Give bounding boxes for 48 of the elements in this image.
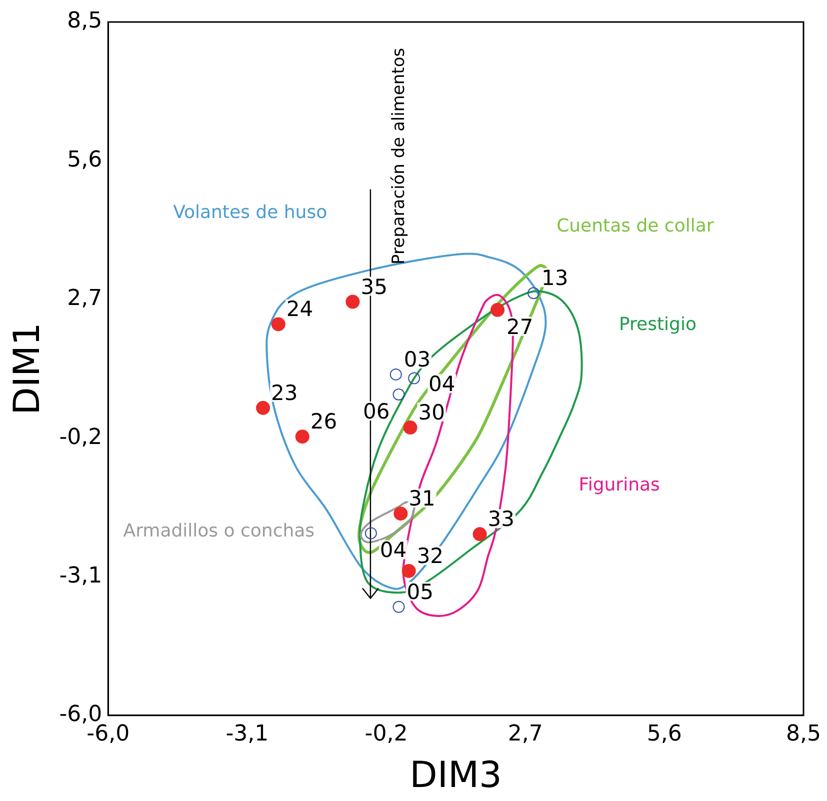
y-tick-label: 8,5 <box>67 8 102 34</box>
y-tick-label: 2,7 <box>67 286 102 312</box>
y-axis-title: DIM1 <box>6 322 48 415</box>
annotation: 13 <box>542 266 568 290</box>
x-tick-label: 8,5 <box>786 721 822 746</box>
point <box>408 372 420 384</box>
annotation: 06 <box>363 400 390 424</box>
annotation: 35 <box>360 274 388 299</box>
annotation: Volantes de huso <box>173 202 328 223</box>
x-tick-label: 2,7 <box>508 721 543 746</box>
annotation: 31 <box>408 486 436 511</box>
annotation: Preparación de alimentos <box>389 48 410 264</box>
y-tick-label: 5,6 <box>67 147 102 172</box>
annotation: 32 <box>416 544 444 568</box>
annotation: 24 <box>286 297 314 322</box>
x-axis-title: DIM3 <box>410 754 502 796</box>
annotation: Figurinas <box>578 474 660 496</box>
point <box>392 600 405 613</box>
x-tick-label: 5,6 <box>646 721 682 746</box>
annotation: 26 <box>310 410 338 434</box>
annotation: 23 <box>271 380 298 405</box>
point <box>390 368 402 380</box>
point <box>528 287 540 300</box>
annotation: 04 <box>428 372 456 396</box>
point <box>402 564 416 578</box>
point <box>295 430 310 444</box>
annotation: 27 <box>506 314 534 339</box>
annotation: Prestigio <box>618 314 696 335</box>
point <box>364 527 377 540</box>
annotation: 33 <box>488 507 515 532</box>
point <box>392 388 405 401</box>
annotation: Armadillos o conchas <box>123 520 315 542</box>
x-tick-label: -3,1 <box>226 721 269 746</box>
point <box>256 400 270 415</box>
y-tick-label: -3,1 <box>59 563 102 588</box>
annotation: 03 <box>404 347 431 372</box>
point <box>472 527 487 542</box>
annotation: 05 <box>406 580 434 604</box>
annotation: 04 <box>380 538 407 562</box>
annotation: Cuentas de collar <box>556 215 714 236</box>
point <box>394 506 408 521</box>
point <box>403 420 418 435</box>
point <box>271 317 286 332</box>
x-tick-label: -0,2 <box>364 721 408 746</box>
y-tick-label: -0,2 <box>59 424 102 450</box>
point <box>490 302 505 317</box>
point <box>346 294 360 309</box>
annotation: 30 <box>418 400 445 425</box>
